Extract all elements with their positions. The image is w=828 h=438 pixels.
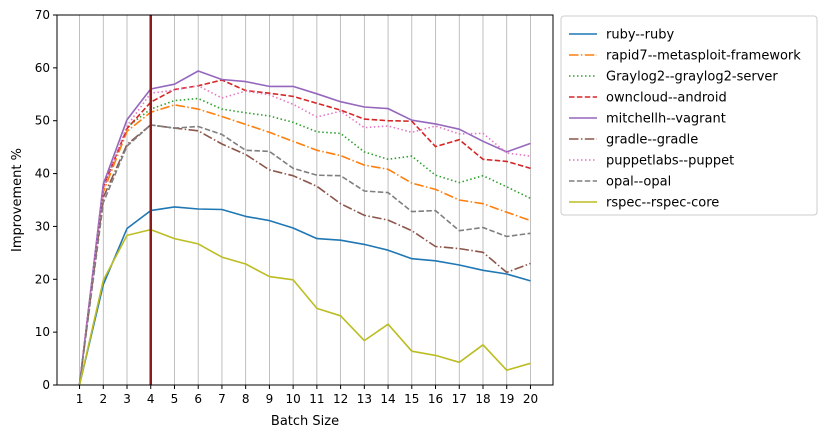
y-tick-label: 30	[35, 219, 50, 233]
x-tick-label: 8	[242, 392, 250, 406]
x-tick-label: 18	[475, 392, 490, 406]
x-tick-label: 2	[99, 392, 107, 406]
series-lines	[78, 70, 531, 386]
y-tick-label: 70	[35, 8, 50, 22]
x-tick-label: 4	[147, 392, 155, 406]
legend-label: rapid7--metasploit-framework	[606, 49, 801, 64]
series-line	[78, 124, 531, 386]
y-axis-label: Improvement %	[10, 148, 25, 252]
x-tick-label: 9	[266, 392, 274, 406]
vertical-grid	[79, 15, 531, 385]
x-tick-label: 3	[123, 392, 131, 406]
legend-label: ruby--ruby	[606, 28, 675, 43]
x-tick-label: 5	[171, 392, 179, 406]
legend: ruby--ruby rapid7--metasploit-framework Gr…	[560, 15, 818, 216]
x-tick-label: 17	[452, 392, 467, 406]
x-axis-label: Batch Size	[271, 414, 339, 429]
y-tick-label: 40	[35, 167, 50, 181]
x-tick-label: 16	[428, 392, 443, 406]
legend-label: gradle--gradle	[606, 133, 698, 148]
series-line	[78, 228, 531, 386]
y-tick-label: 60	[35, 61, 50, 75]
x-tick-label: 19	[499, 392, 514, 406]
series-line	[78, 97, 531, 386]
series-line	[78, 70, 531, 386]
series-line	[78, 104, 531, 386]
series-line	[78, 206, 531, 386]
legend-label: mitchellh--vagrant	[606, 112, 726, 127]
legend-label: opal--opal	[606, 175, 671, 190]
series-line	[78, 85, 531, 386]
y-tick-label: 0	[42, 378, 50, 392]
x-tick-label: 20	[523, 392, 538, 406]
plot-axes	[56, 14, 554, 386]
x-tick-label: 14	[380, 392, 395, 406]
x-axis-ticks: 1 2 3 4 5 6 7 8 9 10 11 12 13 14 15 16 17 18 19 20	[76, 385, 538, 406]
plot-frame	[56, 14, 554, 386]
x-tick-label: 13	[357, 392, 372, 406]
series-line	[78, 79, 531, 386]
x-tick-label: 7	[218, 392, 226, 406]
y-tick-label: 20	[35, 272, 50, 286]
legend-label: owncloud--android	[606, 91, 727, 106]
y-tick-label: 10	[35, 325, 50, 339]
x-tick-label: 1	[76, 392, 84, 406]
legend-label: puppetlabs--puppet	[606, 154, 734, 169]
y-tick-label: 50	[35, 114, 50, 128]
legend-label: Graylog2--graylog2-server	[606, 70, 778, 85]
x-tick-label: 6	[194, 392, 202, 406]
x-tick-label: 12	[333, 392, 348, 406]
y-axis-ticks: 0 10 20 30 40 50 60 70	[35, 8, 57, 392]
x-tick-label: 11	[309, 392, 324, 406]
x-tick-label: 10	[285, 392, 300, 406]
legend-label: rspec--rspec-core	[606, 196, 719, 211]
x-tick-label: 15	[404, 392, 419, 406]
legend-box	[560, 15, 818, 216]
